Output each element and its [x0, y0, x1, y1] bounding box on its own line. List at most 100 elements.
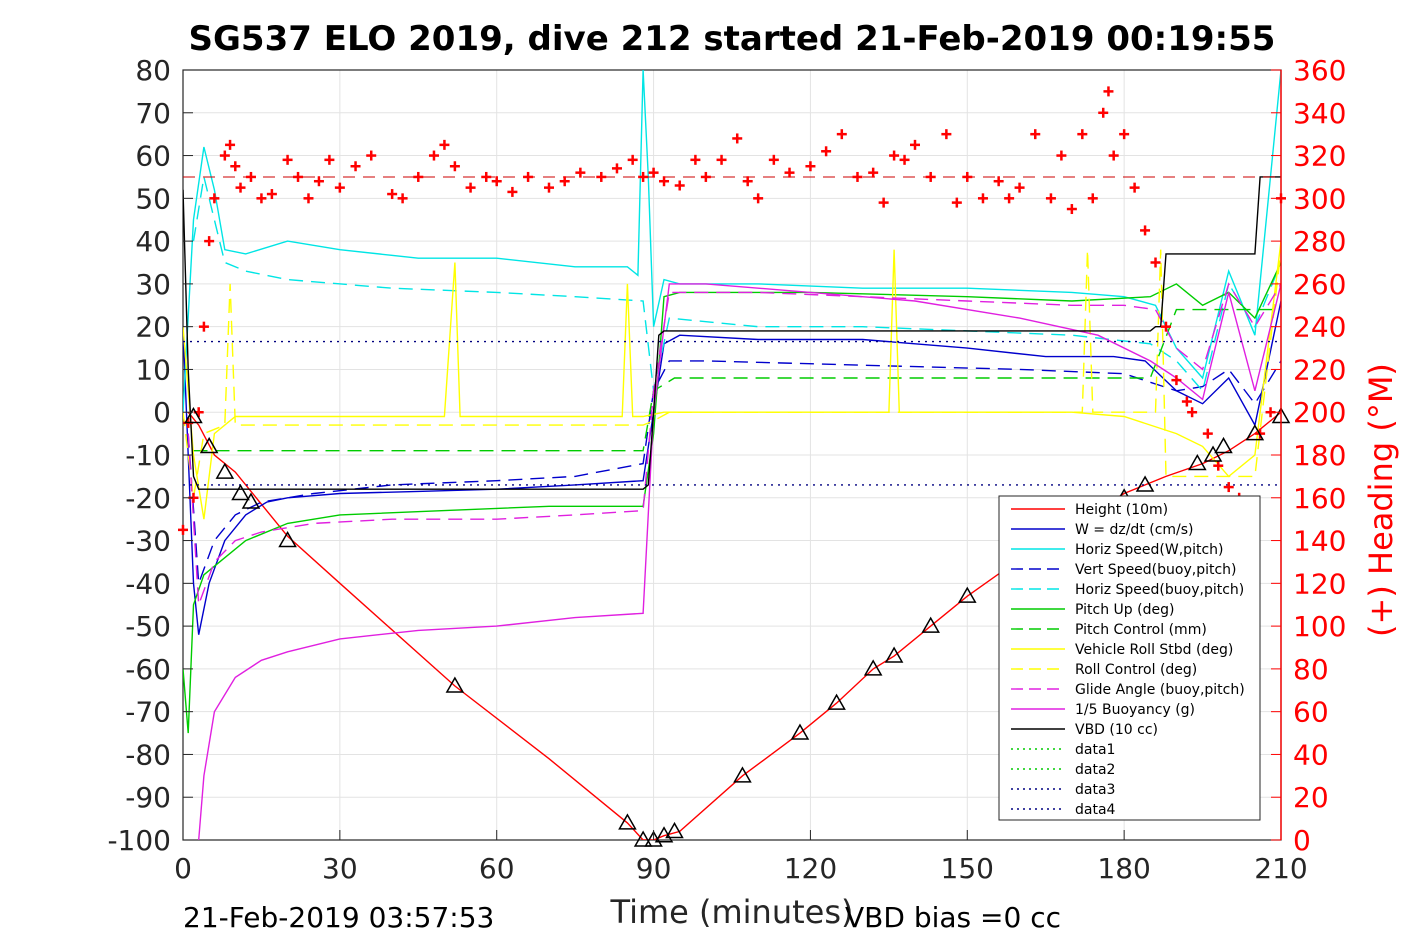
- legend-label: Roll Control (deg): [1075, 662, 1197, 678]
- heading-point: [1150, 257, 1161, 268]
- dive-marker: [1135, 475, 1155, 492]
- dive-marker: [884, 646, 904, 663]
- heading-point: [1103, 86, 1114, 97]
- legend-item: Glide Angle (buoy,pitch): [1011, 682, 1245, 698]
- footer-vbd-bias: VBD bias =0 cc: [845, 901, 1061, 934]
- y-tick-label: -70: [125, 696, 171, 729]
- legend-label: data2: [1075, 762, 1115, 778]
- dive-markers: [184, 406, 1291, 847]
- heading-point: [627, 154, 638, 165]
- y2-tick-label: 180: [1293, 439, 1346, 472]
- x-axis-label: Time (minutes): [610, 893, 854, 931]
- series-line-1-5-buoyancy-g: [198, 283, 1281, 840]
- heading-point: [282, 154, 293, 165]
- y2-tick-label: 0: [1293, 824, 1311, 857]
- heading-point: [596, 171, 607, 182]
- series-line-vbd-10-cc: [183, 176, 1281, 490]
- legend-item: Height (10m): [1011, 502, 1168, 518]
- y-tick-label: 40: [135, 225, 171, 258]
- x-tick-label: 30: [322, 852, 358, 885]
- dive-marker: [184, 406, 203, 424]
- heading-point: [716, 154, 727, 165]
- heading-point: [993, 176, 1004, 187]
- legend-item: Pitch Up (deg): [1011, 602, 1174, 618]
- dive-marker: [231, 483, 250, 501]
- heading-point: [821, 146, 832, 157]
- heading-point: [366, 150, 377, 161]
- legend-label: data4: [1075, 802, 1116, 818]
- heading-point: [523, 171, 534, 182]
- heading-point: [230, 161, 241, 172]
- y-tick-label: 60: [135, 140, 171, 173]
- heading-point: [951, 197, 962, 208]
- heading-point: [700, 171, 711, 182]
- y-tick-label: -60: [125, 653, 171, 686]
- dive-marker: [1214, 436, 1233, 454]
- legend-label: Pitch Control (mm): [1075, 622, 1207, 638]
- legend-label: Horiz Speed(buoy,pitch): [1075, 582, 1244, 598]
- heading-point: [209, 193, 220, 204]
- y-tick-label: 70: [135, 97, 171, 130]
- x-tick-label: 180: [1097, 852, 1150, 885]
- heading-point: [1140, 225, 1151, 236]
- y2-tick-label: 320: [1293, 140, 1346, 173]
- y2-tick-label: 60: [1293, 696, 1329, 729]
- heading-point: [449, 161, 460, 172]
- legend-item: Pitch Control (mm): [1011, 622, 1207, 638]
- legend-label: Height (10m): [1075, 502, 1168, 518]
- heading-point: [313, 176, 324, 187]
- heading-point: [350, 161, 361, 172]
- y2-tick-label: 20: [1293, 781, 1329, 814]
- y-tick-label: -90: [125, 781, 171, 814]
- legend-box: [998, 495, 1261, 821]
- y2-tick-label: 40: [1293, 738, 1329, 771]
- heading-point: [1129, 182, 1140, 193]
- heading-point: [648, 167, 659, 178]
- dive-marker: [199, 436, 219, 454]
- dive-marker: [633, 830, 653, 847]
- heading-point: [387, 189, 398, 200]
- legend: Height (10m) W = dz/dt (cm/s) Horiz Speed(…: [998, 495, 1261, 821]
- heading-point: [198, 321, 209, 332]
- series-line-pitch-up-deg: [183, 262, 1281, 734]
- legend-item: W = dz/dt (cm/s): [1011, 522, 1194, 538]
- heading-point: [1014, 182, 1025, 193]
- y2-tick-label: 140: [1293, 525, 1346, 558]
- legend-label: Glide Angle (buoy,pitch): [1075, 682, 1245, 698]
- heading-point: [225, 139, 236, 150]
- y2-tick-label: 340: [1293, 97, 1346, 130]
- y2-axis-label: (+) Heading (°M): [1362, 363, 1400, 637]
- y2-tick-label: 80: [1293, 653, 1329, 686]
- legend-label: W = dz/dt (cm/s): [1075, 522, 1194, 538]
- heading-point: [1066, 204, 1077, 215]
- dive-marker: [957, 586, 977, 603]
- heading-point: [732, 133, 743, 144]
- heading-point: [899, 154, 910, 165]
- y-tick-label: -20: [125, 482, 171, 515]
- heading-point: [805, 161, 816, 172]
- heading-point: [784, 167, 795, 178]
- series-layer: [183, 70, 1281, 840]
- heading-point: [1119, 129, 1130, 140]
- y2-tick-label: 120: [1293, 567, 1346, 600]
- legend-label: 1/5 Buoyancy (g): [1075, 702, 1195, 718]
- dive-marker: [1188, 454, 1207, 471]
- heading-point: [256, 193, 267, 204]
- dive-marker: [790, 723, 810, 740]
- legend-label: Vert Speed(buoy,pitch): [1075, 562, 1237, 578]
- legend-item: Vehicle Roll Stbd (deg): [1011, 642, 1233, 658]
- heading-point: [925, 171, 936, 182]
- y2-tick-label: 300: [1293, 182, 1346, 215]
- heading-point: [303, 193, 314, 204]
- legend-item: data1: [1011, 742, 1115, 758]
- legend-label: Pitch Up (deg): [1075, 602, 1174, 618]
- chart-title: SG537 ELO 2019, dive 212 started 21-Feb-…: [189, 19, 1276, 59]
- legend-label: VBD (10 cc): [1075, 722, 1158, 738]
- x-tick-label: 210: [1254, 852, 1307, 885]
- dive-marker: [921, 616, 940, 633]
- dive-marker: [1203, 445, 1223, 462]
- legend-item: data3: [1011, 782, 1115, 798]
- heading-point: [1187, 407, 1198, 418]
- heading-point: [465, 182, 476, 193]
- heading-point: [1181, 396, 1192, 407]
